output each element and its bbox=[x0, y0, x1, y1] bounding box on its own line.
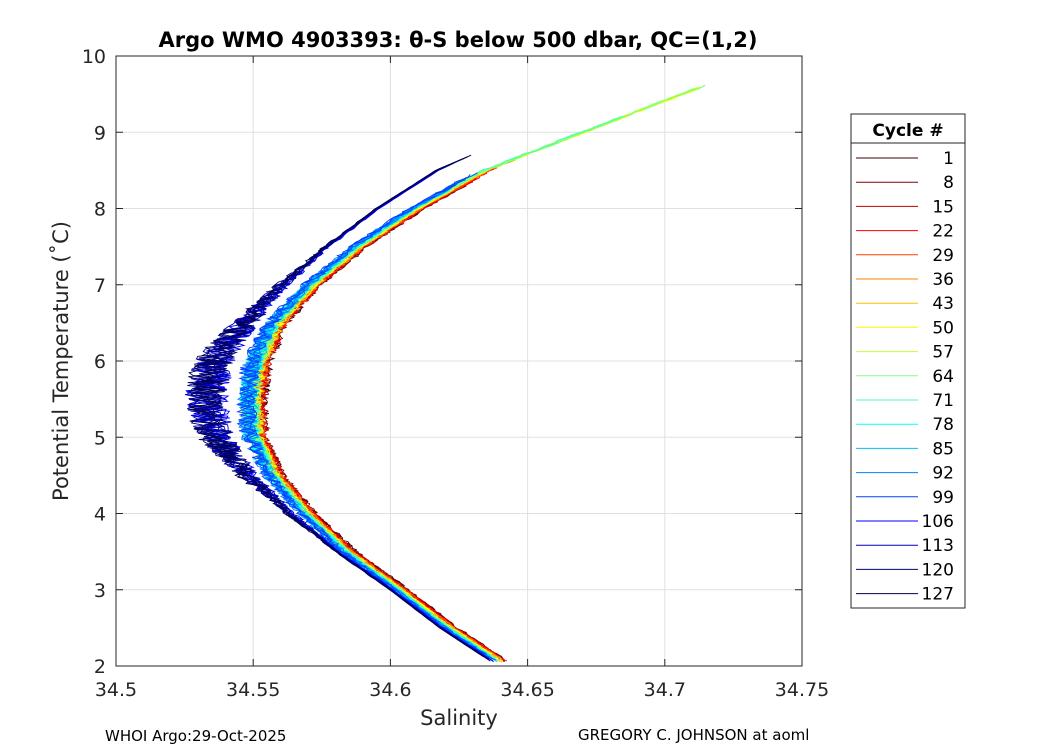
legend-label: 106 bbox=[922, 512, 954, 532]
x-tick-label: 34.65 bbox=[500, 679, 554, 701]
legend-label: 78 bbox=[932, 415, 954, 435]
y-tick-label: 4 bbox=[94, 504, 106, 526]
profile-trace bbox=[187, 154, 484, 658]
y-tick-label: 9 bbox=[94, 122, 106, 144]
x-tick-label: 34.7 bbox=[644, 679, 686, 701]
profile-traces bbox=[184, 84, 706, 663]
legend-entries: 1 8 15 22 29 36 43 50 57 64 71 78 85 92 99 106 113 120 127 bbox=[856, 149, 954, 605]
legend: Cycle # 18152229364350576471788592991061… bbox=[850, 113, 966, 609]
legend-box bbox=[850, 113, 966, 609]
legend-label: 99 bbox=[932, 488, 954, 508]
y-axis-label: Potential Temperature (˚C) bbox=[49, 221, 73, 501]
legend-label: 71 bbox=[932, 391, 954, 411]
legend-label: 1 bbox=[943, 149, 954, 169]
profile-trace bbox=[236, 172, 485, 656]
profile-trace bbox=[235, 174, 496, 661]
footer-date: WHOI Argo:29-Oct-2025 bbox=[105, 727, 286, 745]
chart-title: Argo WMO 4903393: θ-S below 500 dbar, QC… bbox=[159, 28, 758, 52]
legend-label: 36 bbox=[932, 270, 954, 290]
x-tick-label: 34.6 bbox=[369, 679, 411, 701]
legend-label: 50 bbox=[932, 318, 954, 338]
footer-author: GREGORY C. JOHNSON at aoml bbox=[578, 726, 809, 744]
legend-label: 43 bbox=[932, 294, 954, 314]
legend-label: 85 bbox=[932, 439, 954, 459]
y-tick-label: 8 bbox=[94, 199, 106, 221]
x-tick-label: 34.75 bbox=[775, 679, 829, 701]
legend-title: Cycle # bbox=[872, 121, 943, 141]
y-tick-label: 2 bbox=[94, 656, 106, 678]
x-axis-label: Salinity bbox=[420, 706, 498, 730]
legend-label: 113 bbox=[922, 536, 954, 556]
legend-label: 120 bbox=[922, 560, 954, 580]
legend-label: 15 bbox=[932, 197, 954, 217]
legend-label: 22 bbox=[932, 222, 954, 242]
y-tick-label: 3 bbox=[94, 580, 106, 602]
axis-ticks: 34.5 34.55 34.6 34.65 34.7 34.75 2 3 4 5 6 7 8 9 10 bbox=[82, 46, 829, 701]
legend-label: 8 bbox=[943, 173, 954, 193]
legend-label: 57 bbox=[932, 343, 954, 363]
legend-label: 29 bbox=[932, 246, 954, 266]
legend-label: 127 bbox=[922, 585, 954, 605]
legend-label: 92 bbox=[932, 464, 954, 484]
y-tick-label: 10 bbox=[82, 46, 106, 68]
x-tick-label: 34.5 bbox=[95, 679, 137, 701]
x-tick-label: 34.55 bbox=[226, 679, 280, 701]
y-tick-label: 5 bbox=[94, 427, 106, 449]
y-tick-label: 7 bbox=[94, 275, 106, 297]
legend-label: 64 bbox=[932, 367, 954, 387]
y-tick-label: 6 bbox=[94, 351, 106, 373]
